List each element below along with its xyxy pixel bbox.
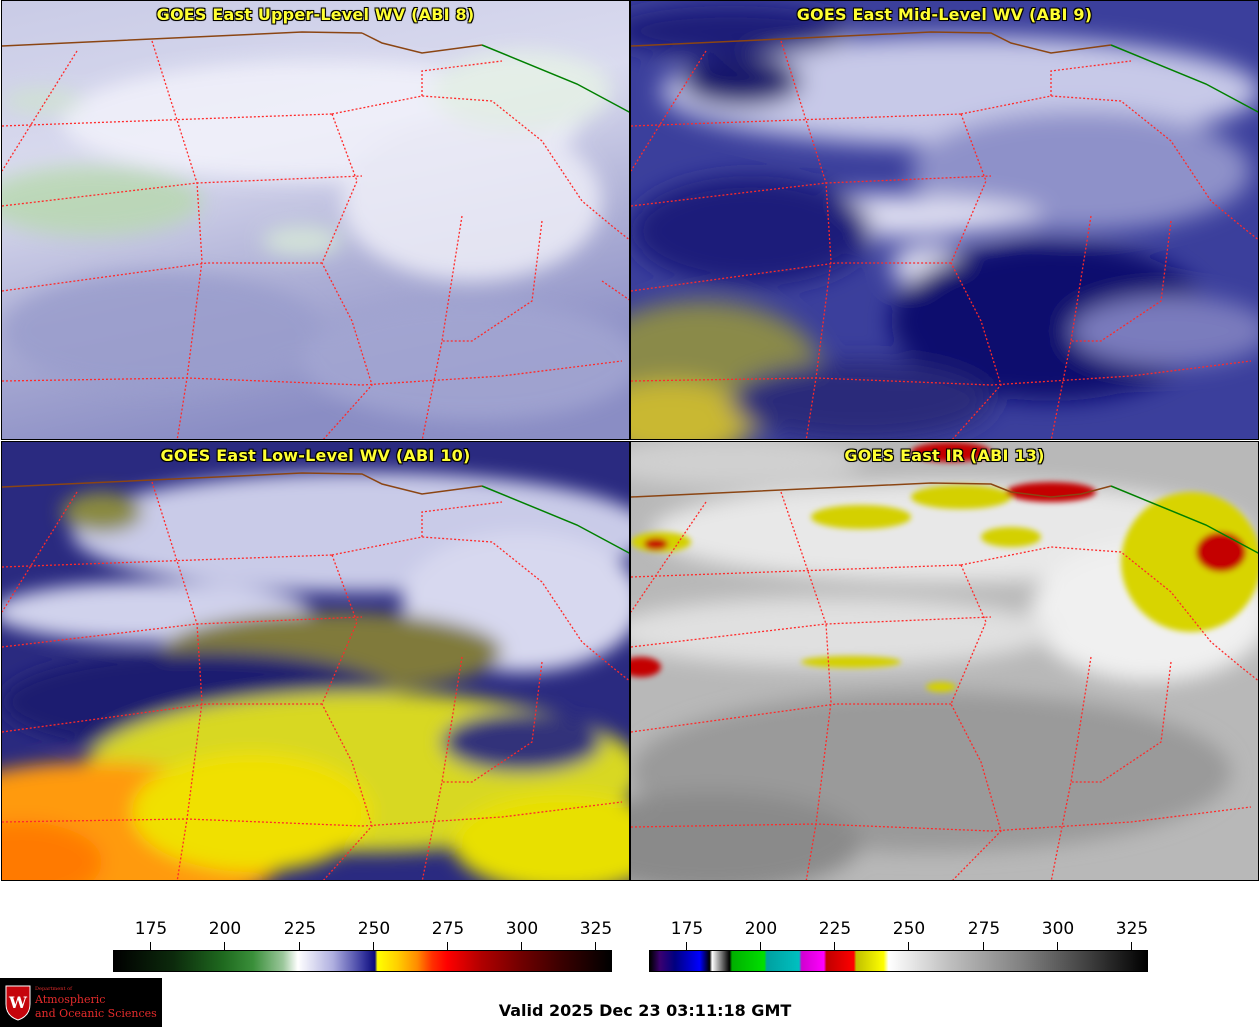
tick: 275 xyxy=(418,918,478,950)
tick-mark xyxy=(686,942,687,950)
wv-colorbar xyxy=(113,950,612,972)
ir-colorbar xyxy=(649,950,1148,972)
tick-mark xyxy=(521,942,522,950)
tick-label: 300 xyxy=(505,919,539,939)
aos-logo: W Department of Atmospheric and Oceanic … xyxy=(0,978,162,1027)
tick-mark xyxy=(224,942,225,950)
tick-label: 325 xyxy=(579,919,613,939)
tick-label: 275 xyxy=(967,919,1001,939)
tick-label: 225 xyxy=(283,919,317,939)
tick-mark xyxy=(595,942,596,950)
tick-label: 175 xyxy=(134,919,168,939)
panel-title: GOES East Low-Level WV (ABI 10) xyxy=(160,446,471,465)
tick-mark xyxy=(908,942,909,950)
tick-label: 175 xyxy=(670,919,704,939)
tick-mark xyxy=(1131,942,1132,950)
satellite-panel-mid-wv: GOES East Mid-Level WV (ABI 9) xyxy=(630,0,1259,440)
tick: 275 xyxy=(954,918,1014,950)
tick: 325 xyxy=(566,918,626,950)
tick-mark xyxy=(150,942,151,950)
valid-time-label: Valid 2025 Dec 23 03:11:18 GMT xyxy=(498,1001,792,1020)
tick: 300 xyxy=(1028,918,1088,950)
tick-label: 300 xyxy=(1041,919,1075,939)
tick-label: 275 xyxy=(431,919,465,939)
logo-text-department: Department of xyxy=(35,986,72,992)
logo-text-atmospheric: Atmospheric xyxy=(35,993,106,1006)
tick-mark xyxy=(1057,942,1058,950)
tick: 225 xyxy=(805,918,865,950)
ir-colorbar-ticks: 175 200 225 250 275 300 325 xyxy=(649,918,1148,950)
tick-label: 250 xyxy=(357,919,391,939)
tick-label: 250 xyxy=(892,919,926,939)
tick: 200 xyxy=(195,918,255,950)
low-wv-image xyxy=(2,442,629,880)
tick-mark xyxy=(760,942,761,950)
tick: 250 xyxy=(344,918,404,950)
tick: 225 xyxy=(270,918,330,950)
tick: 250 xyxy=(879,918,939,950)
wv-colorbar-ticks: 175 200 225 250 275 300 325 xyxy=(113,918,612,950)
seal-letter: W xyxy=(8,993,28,1012)
tick-mark xyxy=(834,942,835,950)
tick-label: 225 xyxy=(818,919,852,939)
tick-mark xyxy=(983,942,984,950)
panel-title: GOES East IR (ABI 13) xyxy=(844,446,1045,465)
tick-mark xyxy=(447,942,448,950)
tick-mark xyxy=(299,942,300,950)
tick: 325 xyxy=(1102,918,1162,950)
satellite-panel-ir: GOES East IR (ABI 13) xyxy=(630,441,1259,881)
tick-mark xyxy=(373,942,374,950)
tick: 200 xyxy=(731,918,791,950)
tick: 175 xyxy=(657,918,717,950)
uw-seal-icon: W xyxy=(5,985,31,1021)
satellite-panel-low-wv: GOES East Low-Level WV (ABI 10) xyxy=(1,441,630,881)
logo-text-oceanic: and Oceanic Sciences xyxy=(35,1007,157,1020)
ir-image xyxy=(631,442,1258,880)
satellite-panel-upper-wv: GOES East Upper-Level WV (ABI 8) xyxy=(1,0,630,440)
tick-label: 200 xyxy=(208,919,242,939)
tick: 175 xyxy=(121,918,181,950)
mid-wv-image xyxy=(631,1,1258,439)
panel-title: GOES East Upper-Level WV (ABI 8) xyxy=(156,5,475,24)
tick-label: 200 xyxy=(744,919,778,939)
tick-label: 325 xyxy=(1115,919,1149,939)
tick: 300 xyxy=(492,918,552,950)
upper-wv-image xyxy=(2,1,629,439)
panel-title: GOES East Mid-Level WV (ABI 9) xyxy=(796,5,1093,24)
